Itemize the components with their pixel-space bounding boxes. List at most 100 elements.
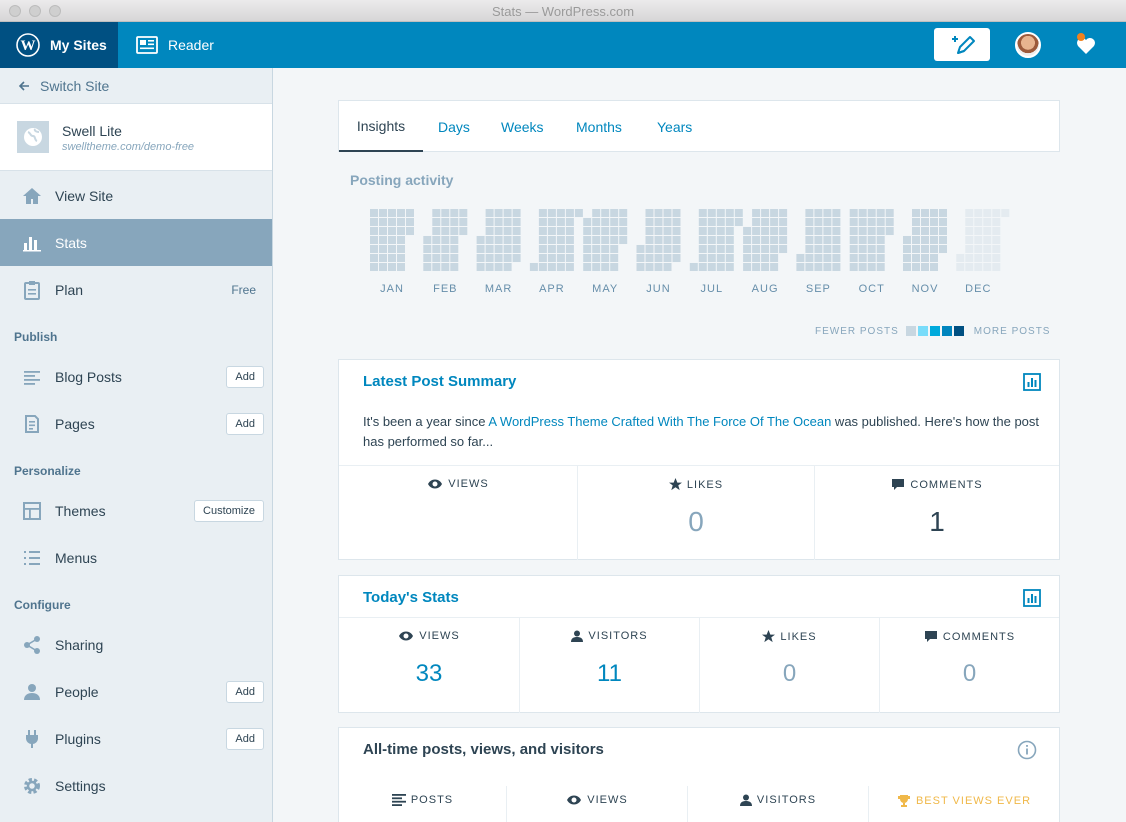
zoom-window-button[interactable] (49, 5, 61, 17)
heatmap-day-cell[interactable] (503, 245, 512, 253)
heatmap-day-cell[interactable] (930, 263, 938, 271)
heatmap-day-cell[interactable] (529, 263, 538, 271)
heatmap-day-cell[interactable] (547, 236, 556, 244)
heatmap-day-cell[interactable] (707, 245, 716, 253)
heatmap-day-cell[interactable] (823, 227, 832, 235)
heatmap-day-cell[interactable] (450, 209, 459, 217)
heatmap-day-cell[interactable] (974, 209, 983, 217)
heatmap-day-cell[interactable] (805, 227, 814, 235)
tab-days[interactable]: Days (438, 118, 470, 135)
heatmap-day-cell[interactable] (645, 227, 654, 235)
heatmap-day-cell[interactable] (388, 254, 396, 262)
customize-button[interactable]: Customize (194, 499, 264, 522)
heatmap-day-cell[interactable] (583, 236, 592, 244)
heatmap-day-cell[interactable] (939, 218, 947, 226)
heatmap-day-cell[interactable] (619, 227, 628, 235)
heatmap-day-cell[interactable] (930, 236, 938, 244)
heatmap-day-cell[interactable] (698, 254, 707, 262)
heatmap-day-cell[interactable] (921, 236, 929, 244)
heatmap-day-cell[interactable] (583, 263, 592, 271)
heatmap-day-cell[interactable] (556, 218, 565, 226)
heatmap-day-cell[interactable] (459, 227, 468, 235)
heatmap-day-cell[interactable] (583, 254, 592, 262)
heatmap-day-cell[interactable] (992, 263, 1001, 271)
heatmap-day-cell[interactable] (485, 227, 494, 235)
heatmap-day-cell[interactable] (432, 236, 441, 244)
add-people-button[interactable]: Add (226, 680, 264, 703)
heatmap-day-cell[interactable] (743, 245, 752, 253)
heatmap-day-cell[interactable] (654, 236, 663, 244)
heatmap-day-cell[interactable] (645, 245, 654, 253)
heatmap-day-cell[interactable] (450, 218, 459, 226)
heatmap-day-cell[interactable] (903, 236, 911, 244)
heatmap-day-cell[interactable] (752, 254, 761, 262)
heatmap-day-cell[interactable] (965, 218, 974, 226)
heatmap-day-cell[interactable] (503, 227, 512, 235)
heatmap-day-cell[interactable] (538, 245, 547, 253)
heatmap-day-cell[interactable] (485, 245, 494, 253)
heatmap-day-cell[interactable] (849, 218, 858, 226)
sidebar-item-settings[interactable]: Settings (0, 762, 272, 809)
heatmap-day-cell[interactable] (921, 263, 929, 271)
heatmap-day-cell[interactable] (406, 227, 414, 235)
heatmap-day-cell[interactable] (698, 263, 707, 271)
heatmap-day-cell[interactable] (965, 227, 974, 235)
sidebar-item-stats[interactable]: Stats (0, 219, 272, 266)
heatmap-day-cell[interactable] (636, 245, 645, 253)
heatmap-day-cell[interactable] (663, 245, 672, 253)
heatmap-day-cell[interactable] (832, 254, 841, 262)
heatmap-day-cell[interactable] (814, 245, 823, 253)
heatmap-day-cell[interactable] (770, 254, 779, 262)
heatmap-day-cell[interactable] (441, 227, 450, 235)
heatmap-day-cell[interactable] (503, 254, 512, 262)
heatmap-day-cell[interactable] (716, 227, 725, 235)
heatmap-day-cell[interactable] (983, 227, 992, 235)
heatmap-day-cell[interactable] (867, 209, 876, 217)
heatmap-day-cell[interactable] (672, 236, 681, 244)
heatmap-day-cell[interactable] (485, 209, 494, 217)
heatmap-day-cell[interactable] (823, 254, 832, 262)
heatmap-day-cell[interactable] (619, 236, 628, 244)
heatmap-day-cell[interactable] (494, 236, 503, 244)
heatmap-day-cell[interactable] (903, 254, 911, 262)
heatmap-day-cell[interactable] (867, 245, 876, 253)
heatmap-day-cell[interactable] (752, 209, 761, 217)
heatmap-day-cell[interactable] (397, 236, 405, 244)
heatmap-day-cell[interactable] (503, 218, 512, 226)
heatmap-day-cell[interactable] (565, 263, 574, 271)
heatmap-day-cell[interactable] (796, 254, 805, 262)
heatmap-day-cell[interactable] (849, 245, 858, 253)
heatmap-day-cell[interactable] (983, 218, 992, 226)
heatmap-day-cell[interactable] (912, 254, 920, 262)
heatmap-day-cell[interactable] (743, 236, 752, 244)
heatmap-day-cell[interactable] (912, 236, 920, 244)
add-blog-post-button[interactable]: Add (226, 365, 264, 388)
heatmap-day-cell[interactable] (992, 245, 1001, 253)
heatmap-day-cell[interactable] (441, 236, 450, 244)
heatmap-day-cell[interactable] (565, 227, 574, 235)
heatmap-day-cell[interactable] (441, 218, 450, 226)
heatmap-day-cell[interactable] (538, 254, 547, 262)
heatmap-day-cell[interactable] (876, 209, 885, 217)
heatmap-day-cell[interactable] (441, 263, 450, 271)
heatmap-day-cell[interactable] (592, 209, 601, 217)
heatmap-day-cell[interactable] (761, 254, 770, 262)
heatmap-day-cell[interactable] (379, 245, 387, 253)
sidebar-item-blog-posts[interactable]: Blog Posts Add (0, 353, 272, 400)
heatmap-day-cell[interactable] (441, 245, 450, 253)
heatmap-day-cell[interactable] (459, 218, 468, 226)
sidebar-item-pages[interactable]: Pages Add (0, 400, 272, 447)
latest-post-summary-title[interactable]: Latest Post Summary (363, 373, 517, 390)
heatmap-day-cell[interactable] (965, 245, 974, 253)
heatmap-day-cell[interactable] (832, 236, 841, 244)
heatmap-day-cell[interactable] (610, 209, 619, 217)
add-plugin-button[interactable]: Add (226, 727, 264, 750)
heatmap-day-cell[interactable] (610, 245, 619, 253)
heatmap-day-cell[interactable] (432, 218, 441, 226)
heatmap-day-cell[interactable] (645, 209, 654, 217)
heatmap-day-cell[interactable] (858, 227, 867, 235)
heatmap-day-cell[interactable] (832, 227, 841, 235)
heatmap-day-cell[interactable] (725, 254, 734, 262)
heatmap-day-cell[interactable] (432, 227, 441, 235)
heatmap-day-cell[interactable] (716, 218, 725, 226)
